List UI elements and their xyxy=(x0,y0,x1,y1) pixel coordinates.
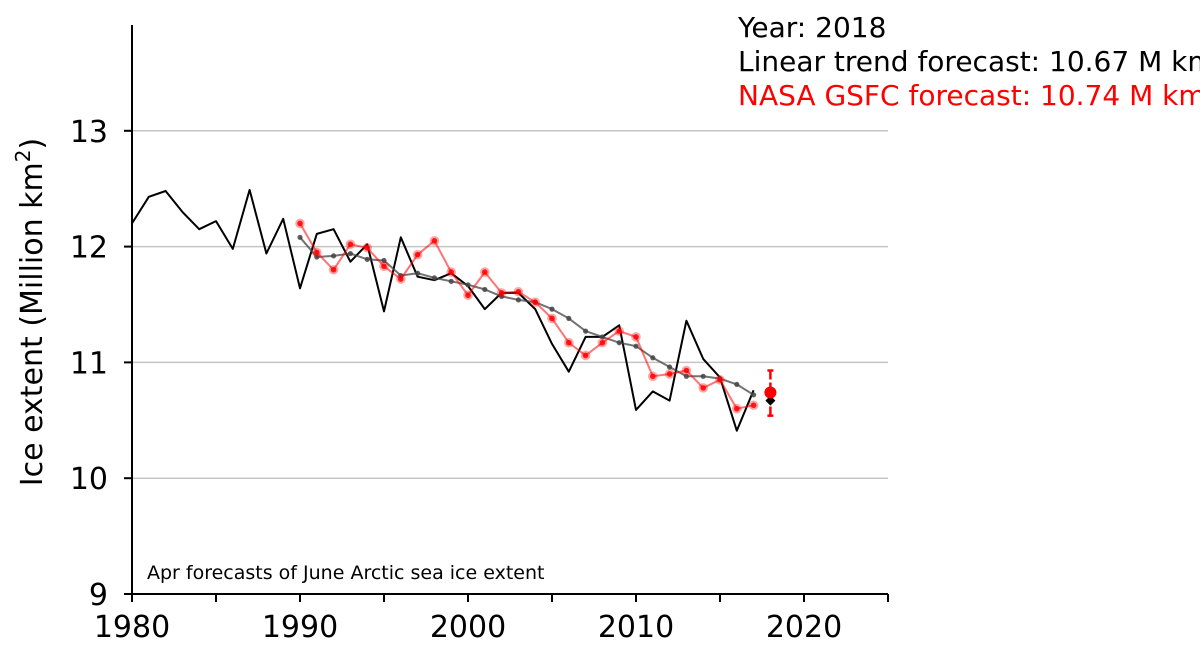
series-point-1-2007 xyxy=(583,328,589,334)
x-tick-label-1980: 1980 xyxy=(94,610,170,645)
nasa-forecast-marker xyxy=(764,386,777,399)
y-tick-label-13: 13 xyxy=(70,115,108,150)
series-point-1-2012 xyxy=(667,364,673,370)
series-point-1-2016 xyxy=(734,381,740,388)
series-point-1-2005 xyxy=(549,306,555,312)
series-point-1-2013 xyxy=(683,373,690,379)
y-axis-title: Ice extent (Million km2) xyxy=(11,138,50,486)
series-point-2-1992 xyxy=(330,266,337,273)
series-0 xyxy=(131,188,755,432)
series-point-1-1998 xyxy=(431,275,437,281)
series-point-2-1990 xyxy=(297,220,303,227)
series-point-1-2010 xyxy=(633,343,639,349)
series-point-1-2000 xyxy=(465,282,471,288)
chart-caption: Apr forecasts of June Arctic sea ice ext… xyxy=(147,562,544,584)
x-tick-label-2000: 2000 xyxy=(430,610,506,645)
series-point-1-2009 xyxy=(616,340,622,346)
linear-forecast-marker xyxy=(765,395,776,406)
series-point-2-2012 xyxy=(666,371,673,377)
series-point-2-2004 xyxy=(532,299,538,305)
gridlines xyxy=(132,130,888,479)
annotation-nasa-forecast: NASA GSFC forecast: 10.74 M km² xyxy=(738,79,1200,112)
y-tick-label-9: 9 xyxy=(89,578,108,613)
series-point-2-2010 xyxy=(633,334,639,340)
series-point-1-2014 xyxy=(700,373,706,379)
series-point-1-2008 xyxy=(599,334,606,340)
series-point-1-1997 xyxy=(415,270,421,276)
series-point-2-1993 xyxy=(347,241,354,248)
series-point-2-2007 xyxy=(582,352,589,359)
series-point-2-1994 xyxy=(364,244,371,251)
series-point-2-2013 xyxy=(683,367,690,374)
y-tick-label-10: 10 xyxy=(70,462,108,497)
series-point-2-1995 xyxy=(381,263,387,270)
series-line-2 xyxy=(299,222,754,410)
series-point-2-2005 xyxy=(549,315,555,322)
annotation-linear-forecast: Linear trend forecast: 10.67 M km² xyxy=(738,45,1200,78)
y-tick-label-11: 11 xyxy=(70,346,108,381)
series-point-1-1994 xyxy=(364,256,370,262)
series-point-1-1992 xyxy=(331,253,337,259)
series-layer xyxy=(131,188,759,432)
series-point-2-2001 xyxy=(482,269,488,275)
series-point-2-1997 xyxy=(414,251,421,258)
series-point-1-2003 xyxy=(515,297,522,303)
series-point-2-2015 xyxy=(717,376,723,383)
series-2 xyxy=(295,218,759,414)
series-point-2-1998 xyxy=(431,238,438,244)
series-point-2-2000 xyxy=(465,292,471,299)
series-point-1-2011 xyxy=(650,355,656,361)
forecast-2018 xyxy=(764,369,777,417)
series-point-1-2006 xyxy=(566,315,572,321)
series-point-2-1991 xyxy=(314,249,320,256)
series-point-2-2009 xyxy=(616,328,622,334)
series-point-2-2017 xyxy=(750,402,757,409)
series-point-1-1999 xyxy=(448,278,454,284)
series-point-2-2006 xyxy=(566,339,572,346)
series-point-1-1990 xyxy=(297,234,303,240)
x-tick-label-1990: 1990 xyxy=(262,610,338,645)
series-point-1-1995 xyxy=(381,257,387,264)
series-point-1-1991 xyxy=(314,254,320,260)
series-point-1-1993 xyxy=(347,250,353,257)
x-tick-label-2020: 2020 xyxy=(766,610,842,645)
series-point-1-2001 xyxy=(482,286,488,293)
series-point-2-1999 xyxy=(448,269,455,275)
series-point-2-2008 xyxy=(599,339,606,346)
series-point-1-2017 xyxy=(751,392,757,398)
series-line-0 xyxy=(131,188,755,432)
x-tick-label-2010: 2010 xyxy=(598,610,674,645)
series-point-2-2003 xyxy=(515,288,522,295)
y-tick-label-12: 12 xyxy=(70,231,108,266)
series-point-2-2014 xyxy=(700,385,706,391)
series-point-2-2011 xyxy=(650,373,656,380)
series-point-2-2002 xyxy=(498,290,505,296)
annotation-year: Year: 2018 xyxy=(737,11,886,44)
series-point-2-1996 xyxy=(398,276,404,282)
axes: 9 10 11 12 13 1980 1990 2000 2010 2020 xyxy=(70,25,889,645)
series-point-2-2016 xyxy=(734,405,740,412)
